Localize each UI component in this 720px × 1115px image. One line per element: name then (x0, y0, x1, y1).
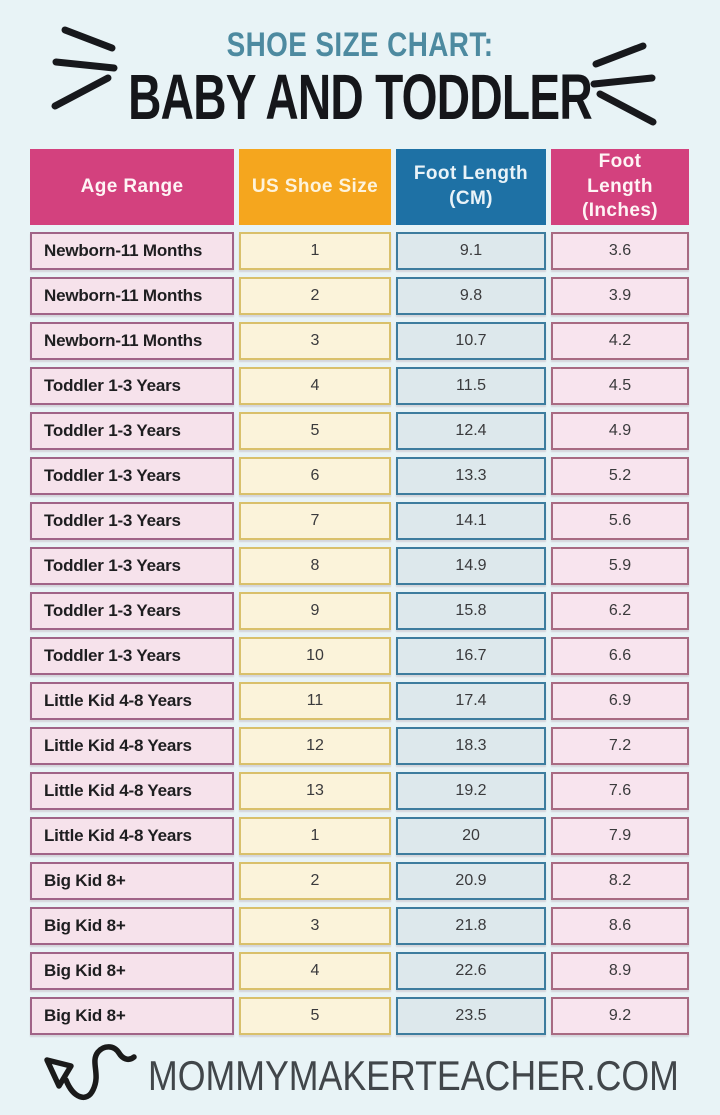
foot-length-inches-cell: 9.2 (551, 997, 689, 1035)
age-range-cell: Big Kid 8+ (30, 952, 234, 990)
us-shoe-size-cell: 3 (239, 907, 391, 945)
foot-length-cm-cell: 9.8 (396, 277, 546, 315)
age-range-cell: Big Kid 8+ (30, 862, 234, 900)
age-range-cell: Little Kid 4-8 Years (30, 772, 234, 810)
us-shoe-size-cell: 1 (239, 817, 391, 855)
age-range-cell: Toddler 1-3 Years (30, 412, 234, 450)
foot-length-cm-cell: 9.1 (396, 232, 546, 270)
age-range-cell: Toddler 1-3 Years (30, 367, 234, 405)
foot-length-inches-cell: 5.6 (551, 502, 689, 540)
us-shoe-size-cell: 9 (239, 592, 391, 630)
foot-length-inches-cell: 6.9 (551, 682, 689, 720)
squiggle-arrow-icon (44, 1044, 137, 1101)
foot-length-inches-cell: 6.6 (551, 637, 689, 675)
age-range-cell: Toddler 1-3 Years (30, 502, 234, 540)
column-header-foot-length-cm: Foot Length (CM) (396, 149, 546, 225)
foot-length-inches-cell: 8.6 (551, 907, 689, 945)
foot-length-inches-cell: 7.9 (551, 817, 689, 855)
us-shoe-size-cell: 4 (239, 952, 391, 990)
age-range-cell: Newborn-11 Months (30, 232, 234, 270)
us-shoe-size-cell: 3 (239, 322, 391, 360)
foot-length-cm-cell: 10.7 (396, 322, 546, 360)
foot-length-cm-cell: 19.2 (396, 772, 546, 810)
foot-length-cm-cell: 17.4 (396, 682, 546, 720)
foot-length-inches-cell: 7.2 (551, 727, 689, 765)
us-shoe-size-cell: 13 (239, 772, 391, 810)
foot-length-inches-cell: 4.2 (551, 322, 689, 360)
foot-length-cm-cell: 22.6 (396, 952, 546, 990)
us-shoe-size-cell: 2 (239, 862, 391, 900)
us-shoe-size-cell: 12 (239, 727, 391, 765)
foot-length-inches-cell: 3.9 (551, 277, 689, 315)
foot-length-cm-cell: 15.8 (396, 592, 546, 630)
foot-length-cm-cell: 20.9 (396, 862, 546, 900)
foot-length-cm-cell: 11.5 (396, 367, 546, 405)
foot-length-cm-cell: 14.9 (396, 547, 546, 585)
foot-length-inches-cell: 3.6 (551, 232, 689, 270)
column-header-foot-length-inches: Foot Length (Inches) (551, 149, 689, 225)
foot-length-cm-cell: 16.7 (396, 637, 546, 675)
shoe-size-table: Age Range US Shoe Size Foot Length (CM) … (30, 149, 689, 1035)
website-url: MOMMYMAKERTEACHER.COM (148, 1052, 679, 1099)
foot-length-cm-cell: 14.1 (396, 502, 546, 540)
age-range-cell: Newborn-11 Months (30, 277, 234, 315)
age-range-cell: Little Kid 4-8 Years (30, 817, 234, 855)
us-shoe-size-cell: 6 (239, 457, 391, 495)
page-title: BABY AND TODDLER (128, 61, 593, 133)
foot-length-inches-cell: 8.2 (551, 862, 689, 900)
age-range-cell: Big Kid 8+ (30, 997, 234, 1035)
us-shoe-size-cell: 11 (239, 682, 391, 720)
age-range-cell: Big Kid 8+ (30, 907, 234, 945)
us-shoe-size-cell: 5 (239, 412, 391, 450)
foot-length-cm-cell: 20 (396, 817, 546, 855)
emphasis-strokes-left-icon (51, 26, 118, 110)
foot-length-cm-cell: 13.3 (396, 457, 546, 495)
column-header-us-shoe-size: US Shoe Size (239, 149, 391, 225)
us-shoe-size-cell: 5 (239, 997, 391, 1035)
age-range-cell: Newborn-11 Months (30, 322, 234, 360)
age-range-cell: Toddler 1-3 Years (30, 547, 234, 585)
emphasis-strokes-right-icon (590, 42, 657, 126)
us-shoe-size-cell: 8 (239, 547, 391, 585)
us-shoe-size-cell: 10 (239, 637, 391, 675)
age-range-cell: Toddler 1-3 Years (30, 457, 234, 495)
age-range-cell: Toddler 1-3 Years (30, 592, 234, 630)
foot-length-inches-cell: 4.9 (551, 412, 689, 450)
us-shoe-size-cell: 1 (239, 232, 391, 270)
foot-length-inches-cell: 8.9 (551, 952, 689, 990)
foot-length-inches-cell: 6.2 (551, 592, 689, 630)
age-range-cell: Little Kid 4-8 Years (30, 682, 234, 720)
foot-length-cm-cell: 12.4 (396, 412, 546, 450)
foot-length-cm-cell: 21.8 (396, 907, 546, 945)
us-shoe-size-cell: 2 (239, 277, 391, 315)
us-shoe-size-cell: 4 (239, 367, 391, 405)
foot-length-cm-cell: 23.5 (396, 997, 546, 1035)
foot-length-inches-cell: 5.2 (551, 457, 689, 495)
age-range-cell: Little Kid 4-8 Years (30, 727, 234, 765)
us-shoe-size-cell: 7 (239, 502, 391, 540)
foot-length-cm-cell: 18.3 (396, 727, 546, 765)
column-header-age-range: Age Range (30, 149, 234, 225)
foot-length-inches-cell: 4.5 (551, 367, 689, 405)
page-subtitle: SHOE SIZE CHART: (226, 26, 494, 64)
age-range-cell: Toddler 1-3 Years (30, 637, 234, 675)
header: SHOE SIZE CHART: BABY AND TODDLER (0, 0, 720, 129)
foot-length-inches-cell: 5.9 (551, 547, 689, 585)
foot-length-inches-cell: 7.6 (551, 772, 689, 810)
